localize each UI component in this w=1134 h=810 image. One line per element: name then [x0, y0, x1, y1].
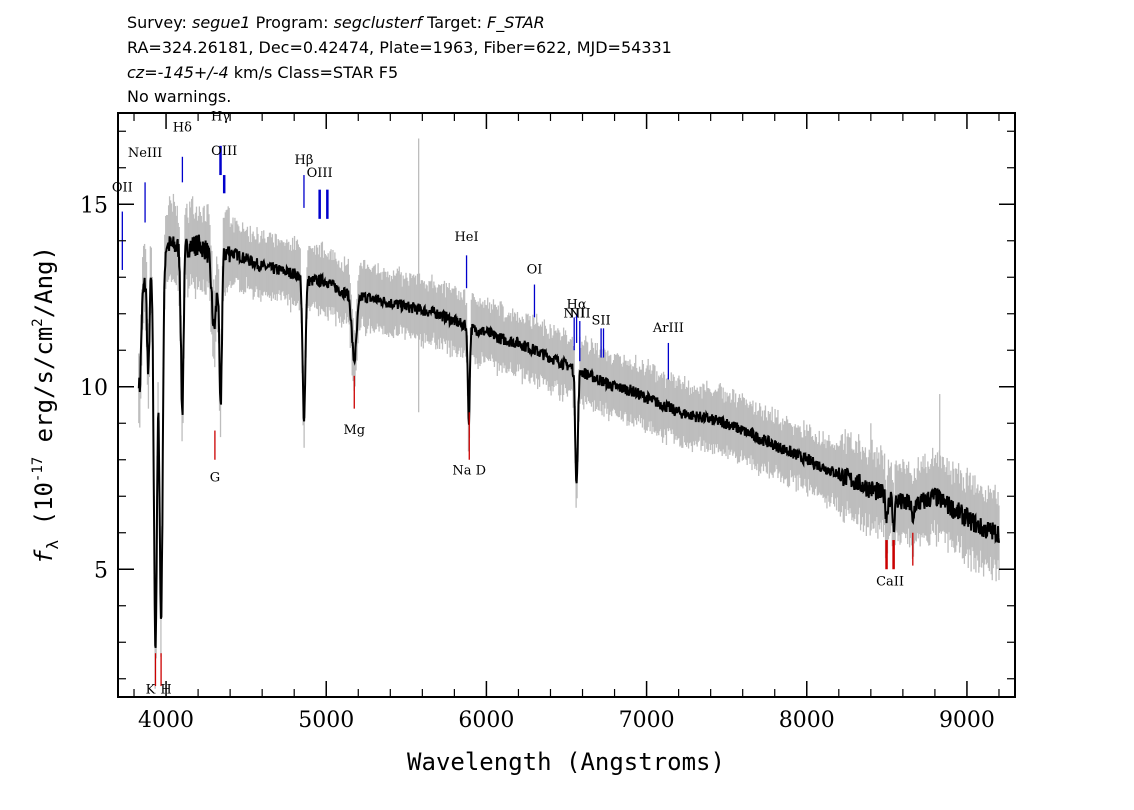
survey-label: Survey: — [127, 13, 187, 32]
emission-line-label: OIII — [307, 166, 333, 181]
emission-line-label: Hα — [567, 297, 587, 312]
y-title-mid: (10 — [30, 482, 58, 540]
x-axis-title: Wavelength (Angstroms) — [407, 748, 725, 776]
absorption-line-label: CaII — [876, 575, 904, 590]
emission-line-label: NII — [563, 306, 585, 321]
emission-line-label: Hβ — [295, 153, 314, 168]
axes-ticks: 4000 5000 6000 7000 8000 9000 5 10 15 — [80, 113, 1015, 733]
cz-label: cz= — [127, 63, 158, 82]
y-tick-label: 10 — [80, 376, 108, 401]
cz-value: -145+/-4 — [157, 63, 229, 82]
plot-frame — [117, 112, 1016, 698]
x-tick-label: 7000 — [619, 708, 675, 733]
x-tick-label: 9000 — [939, 708, 995, 733]
y-tick-label: 15 — [80, 193, 108, 218]
y-title-lambda: λ — [43, 540, 62, 550]
header-line-2: RA=324.26181, Dec=0.42474, Plate=1963, F… — [127, 38, 672, 57]
header-line-3: cz=-145+/-4 km/s Class=STAR F5 — [127, 63, 398, 83]
emission-line-label: Hδ — [173, 120, 192, 135]
emission-line-label: OI — [527, 263, 543, 278]
error-band — [138, 138, 1000, 689]
x-tick-label: 4000 — [138, 708, 194, 733]
header-line-4: No warnings. — [127, 87, 232, 106]
y-axis-title: fλ (10-17 erg/s/cm2/Ang) — [30, 246, 62, 564]
emission-line-label: NII — [569, 306, 591, 321]
y-title-exp: -17 — [30, 457, 46, 482]
y-tick-label: 5 — [94, 558, 108, 583]
y-title-exp2: 2 — [30, 318, 46, 326]
spectrum-line — [137, 234, 1000, 649]
cz-unit-class: km/s Class=STAR F5 — [233, 63, 399, 82]
emission-line-label: HeI — [454, 230, 478, 245]
y-title-suffix: /Ang) — [30, 246, 58, 318]
y-title-f: f — [30, 549, 58, 564]
x-tick-label: 8000 — [779, 708, 835, 733]
program-label: Program: — [255, 13, 329, 32]
x-tick-label: 6000 — [458, 708, 514, 733]
emission-line-label: NeIII — [128, 146, 162, 161]
survey-value: segue1 — [191, 13, 251, 32]
emission-line-label: ArIII — [652, 321, 684, 336]
emission-line-label: OIII — [211, 144, 237, 159]
absorption-line-label: K — [146, 682, 156, 697]
y-title-unit: erg/s/cm — [30, 327, 58, 457]
spectrum-line-group — [137, 234, 1000, 649]
target-value: F_STAR — [487, 13, 545, 32]
absorption-line-label: Mg — [343, 423, 365, 438]
program-value: segclusterf — [333, 13, 422, 32]
absorption-line-label: G — [210, 471, 220, 486]
target-label: Target: — [427, 13, 482, 32]
absorption-line-label: Na D — [452, 463, 486, 478]
emission-line-label: SII — [592, 314, 611, 329]
header-line-1: Survey: segue1 Program: segclusterf Targ… — [127, 13, 545, 33]
emission-line-label: Hγ — [211, 109, 230, 124]
emission-line-label: OII — [112, 180, 133, 195]
x-tick-label: 5000 — [298, 708, 354, 733]
